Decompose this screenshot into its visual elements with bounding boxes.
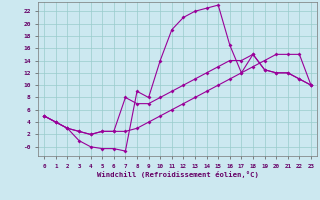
X-axis label: Windchill (Refroidissement éolien,°C): Windchill (Refroidissement éolien,°C) [97, 171, 259, 178]
